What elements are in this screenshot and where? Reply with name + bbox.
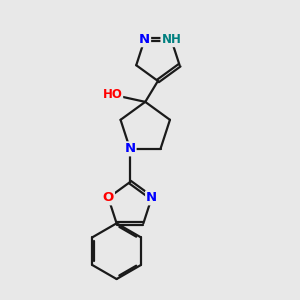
Text: N: N	[124, 142, 136, 155]
Text: O: O	[103, 191, 114, 204]
Text: NH: NH	[161, 33, 181, 46]
Text: HO: HO	[102, 88, 122, 101]
Text: N: N	[146, 191, 157, 204]
Text: N: N	[139, 33, 150, 46]
